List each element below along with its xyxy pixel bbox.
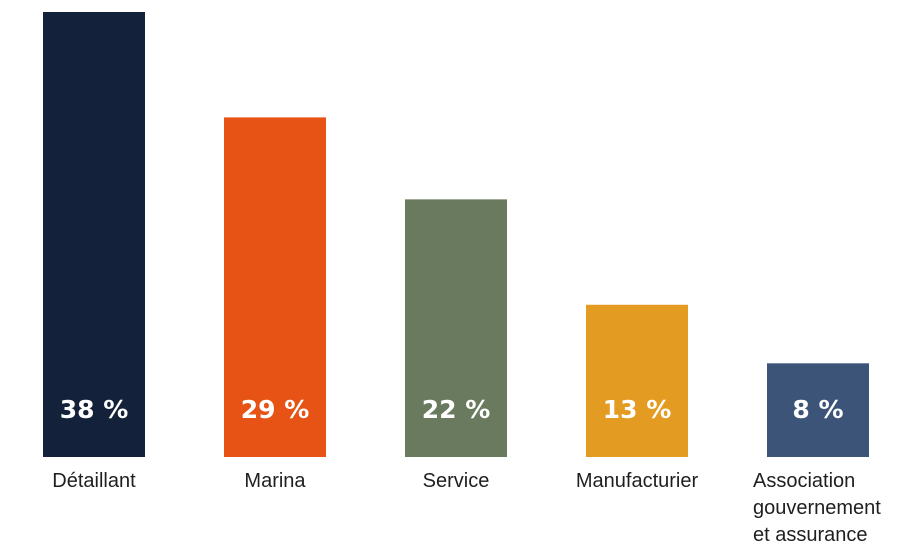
bar-1 [43,12,145,457]
bar-value-label-5: 8 % [792,395,843,424]
bar-4 [586,304,688,457]
bar-value-label-3: 22 % [422,395,491,424]
bar-value-label-1: 38 % [60,395,129,424]
bar-3 [405,199,507,458]
category-label-4-line-1: Manufacturier [576,470,699,492]
category-label-4: Manufacturier [576,470,699,492]
category-label-5: Association gouvernement et assurance [753,470,881,546]
bar-value-label-2: 29 % [241,395,310,424]
category-label-1-line-1: Détaillant [52,470,136,492]
bar-2 [224,117,326,457]
category-label-5-line-3: et assurance [753,524,868,546]
category-label-2-line-1: Marina [244,470,306,492]
category-label-5-line-1: Association [753,470,855,492]
category-label-1: Détaillant [52,470,136,492]
category-label-3-line-1: Service [423,470,490,492]
bar-5 [767,363,869,457]
category-label-3: Service [423,470,490,492]
bar-value-label-4: 13 % [603,395,672,424]
category-label-5-line-2: gouvernement [753,497,881,519]
category-label-2: Marina [244,470,306,492]
